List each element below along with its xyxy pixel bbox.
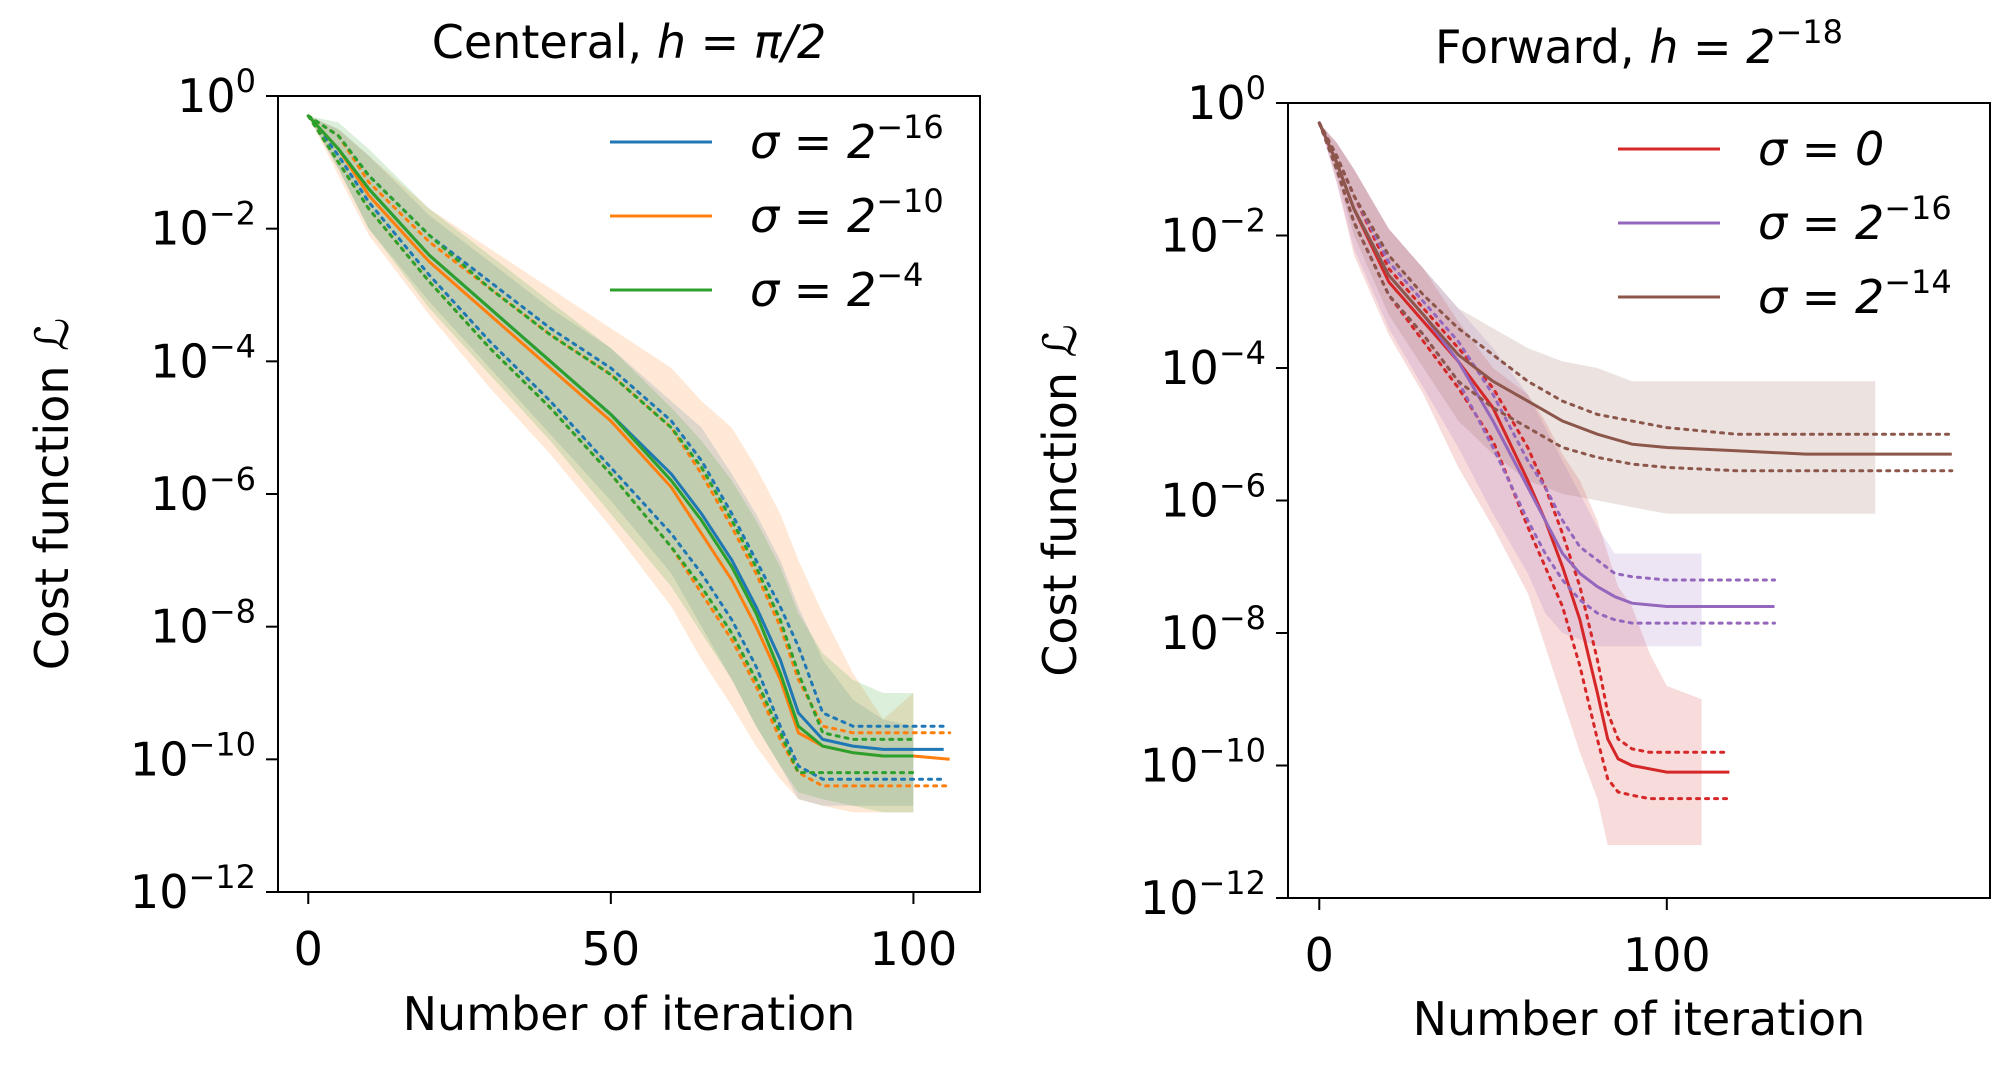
y-tick-label: 10−6 — [150, 460, 256, 521]
y-tick-base: 10 — [1160, 606, 1219, 660]
y-tick-base: 10 — [1140, 871, 1199, 925]
y-axis-label-text: Cost function — [1033, 357, 1087, 676]
chart-title-text: Centeral, — [432, 15, 657, 69]
legend-sup: −4 — [876, 256, 923, 294]
y-tick-base: 10 — [1160, 209, 1219, 263]
y-tick-exponent: 0 — [236, 62, 256, 100]
legend-entry: σ = 2−10 — [750, 182, 944, 243]
legend-sup: −14 — [1884, 263, 1952, 301]
y-tick-base: 10 — [130, 732, 189, 786]
y-tick-label: 10−8 — [1160, 599, 1266, 660]
y-tick-base: 10 — [1140, 739, 1199, 793]
y-tick-base: 10 — [150, 202, 209, 256]
legend-text: σ = 2 — [1758, 270, 1884, 324]
y-tick-label: 10−10 — [1140, 732, 1266, 793]
series-3-lower-band — [1317, 121, 1954, 473]
y-tick-exponent: −12 — [1198, 864, 1266, 902]
y-tick-label: 10−4 — [150, 327, 256, 388]
y-tick-base: 10 — [177, 69, 236, 123]
y-tick-base: 10 — [1160, 474, 1219, 528]
y-tick-exponent: −10 — [188, 725, 256, 763]
legend-entry: σ = 2−4 — [750, 256, 923, 317]
series-3-line — [307, 114, 914, 758]
x-tick-label: 0 — [1305, 928, 1334, 982]
legend-entry: σ = 2−16 — [1758, 189, 1952, 250]
legend-entry: σ = 2−16 — [750, 108, 944, 169]
y-tick-label: 10−6 — [1160, 467, 1266, 528]
chart-title: Forward, h = 2−18 — [1435, 13, 1843, 74]
chart-title-text: Forward, — [1435, 20, 1649, 74]
y-axis-label: Cost function ℒ — [25, 318, 79, 671]
legend-entry: σ = 2−14 — [1758, 263, 1952, 324]
y-tick-base: 10 — [150, 467, 209, 521]
series-2-upper-band — [1317, 121, 1776, 582]
legend-sup: −16 — [876, 108, 944, 146]
y-tick-exponent: −8 — [1219, 599, 1266, 637]
y-tick-base: 10 — [1160, 341, 1219, 395]
y-tick-base: 10 — [150, 334, 209, 388]
series-2-range-shade — [1319, 122, 1702, 647]
y-axis-label-symbol: ℒ — [25, 318, 79, 351]
legend-text: σ = 2 — [750, 115, 876, 169]
y-tick-exponent: −10 — [1198, 732, 1266, 770]
chart-title-sup: −18 — [1775, 13, 1843, 51]
y-axis-label-text: Cost function — [25, 351, 79, 670]
y-tick-exponent: −6 — [209, 460, 256, 498]
legend-entry: σ = 0 — [1758, 122, 1884, 176]
y-tick-exponent: −4 — [209, 327, 256, 365]
x-tick-label: 100 — [1623, 928, 1711, 982]
x-tick-label: 0 — [294, 922, 323, 976]
series-3-lower-band — [306, 114, 915, 775]
y-tick-label: 10−10 — [130, 725, 256, 786]
series-3-line — [1317, 122, 1952, 456]
y-tick-exponent: 0 — [1246, 69, 1266, 107]
y-tick-base: 10 — [130, 865, 189, 919]
y-tick-exponent: −8 — [209, 593, 256, 631]
y-tick-base: 10 — [1187, 76, 1246, 130]
legend-text: σ = 2 — [750, 189, 876, 243]
y-tick-exponent: −12 — [188, 858, 256, 896]
series-1-line — [1317, 122, 1730, 774]
y-tick-exponent: −6 — [1219, 467, 1266, 505]
y-tick-exponent: −2 — [1219, 202, 1266, 240]
legend-text: σ = 2 — [1758, 196, 1884, 250]
y-tick-exponent: −2 — [209, 195, 256, 233]
chart-title-math: h = 2 — [1649, 20, 1775, 74]
y-tick-base: 10 — [150, 600, 209, 654]
chart-title-math: h = π/2 — [657, 15, 826, 69]
y-tick-label: 100 — [1187, 69, 1266, 130]
chart-title: Centeral, h = π/2 — [432, 15, 826, 69]
x-tick-label: 50 — [582, 922, 641, 976]
legend-text: σ = 2 — [750, 263, 876, 317]
y-tick-label: 10−12 — [130, 858, 256, 919]
series-3-upper-band — [306, 114, 915, 741]
legend-sup: −10 — [876, 182, 944, 220]
x-axis-label: Number of iteration — [403, 987, 856, 1041]
y-tick-label: 10−8 — [150, 593, 256, 654]
y-tick-label: 10−2 — [1160, 202, 1266, 263]
y-tick-label: 10−2 — [150, 195, 256, 256]
y-tick-label: 10−4 — [1160, 334, 1266, 395]
legend-text: σ = 0 — [1758, 122, 1884, 176]
series-3-range-shade — [1319, 122, 1876, 514]
legend-sup: −16 — [1884, 189, 1952, 227]
series-1-upper-band — [1317, 121, 1731, 754]
series-2-upper-band — [306, 114, 952, 735]
y-tick-label: 100 — [177, 62, 256, 123]
y-axis-label: Cost function ℒ — [1033, 324, 1087, 677]
x-axis-label: Number of iteration — [1413, 992, 1866, 1046]
x-tick-label: 100 — [870, 922, 958, 976]
y-tick-label: 10−12 — [1140, 864, 1266, 925]
series-1-lower-band — [306, 114, 946, 781]
y-tick-exponent: −4 — [1219, 334, 1266, 372]
y-axis-label-symbol: ℒ — [1033, 324, 1087, 357]
